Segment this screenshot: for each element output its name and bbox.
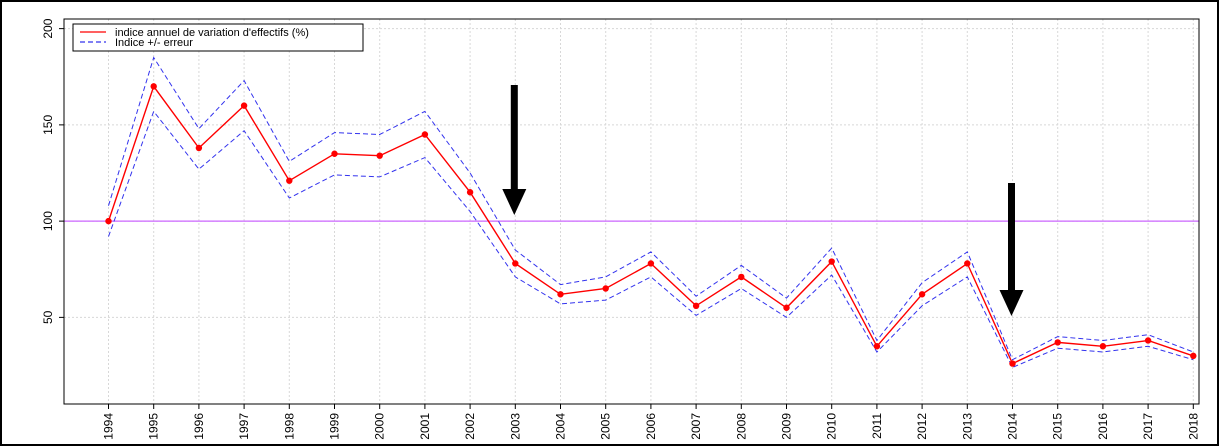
x-tick-label: 2016 bbox=[1096, 413, 1110, 440]
index-point bbox=[1145, 337, 1151, 343]
index-point bbox=[919, 291, 925, 297]
x-tick-label: 1999 bbox=[328, 413, 342, 440]
index-point bbox=[105, 218, 111, 224]
x-tick-label: 2010 bbox=[825, 413, 839, 440]
x-tick-label: 1995 bbox=[147, 413, 161, 440]
index-point bbox=[783, 305, 789, 311]
index-point bbox=[467, 189, 473, 195]
x-tick-label: 1996 bbox=[192, 413, 206, 440]
x-tick-label: 2004 bbox=[554, 413, 568, 440]
arrow-shaft bbox=[1008, 183, 1015, 290]
x-tick-label: 2009 bbox=[780, 413, 794, 440]
x-tick-label: 2000 bbox=[373, 413, 387, 440]
x-tick-label: 2018 bbox=[1186, 413, 1200, 440]
index-point bbox=[286, 178, 292, 184]
x-tick-label: 2005 bbox=[599, 413, 613, 440]
x-tick-label: 2011 bbox=[870, 413, 884, 439]
x-tick-label: 2013 bbox=[960, 413, 974, 440]
index-point bbox=[241, 102, 247, 108]
index-point bbox=[964, 260, 970, 266]
y-tick-label: 200 bbox=[41, 18, 55, 38]
index-point bbox=[331, 151, 337, 157]
grid bbox=[64, 19, 1199, 404]
index-point bbox=[603, 285, 609, 291]
x-tick-label: 2014 bbox=[1006, 413, 1020, 440]
x-tick-label: 1998 bbox=[282, 413, 296, 440]
arrow-head bbox=[502, 189, 526, 215]
index-point bbox=[1100, 343, 1106, 349]
y-tick-label: 50 bbox=[41, 310, 55, 324]
index-point bbox=[377, 152, 383, 158]
index-point bbox=[422, 131, 428, 137]
x-tick-label: 2006 bbox=[644, 413, 658, 440]
x-tick-label: 2012 bbox=[915, 413, 929, 440]
x-tick-label: 2008 bbox=[734, 413, 748, 440]
legend-label: Indice +/- erreur bbox=[115, 37, 193, 49]
index-point bbox=[512, 260, 518, 266]
index-point bbox=[829, 258, 835, 264]
x-tick-label: 2002 bbox=[463, 413, 477, 440]
x-tick-label: 2017 bbox=[1141, 413, 1155, 440]
arrow-down-icon bbox=[1000, 183, 1024, 316]
x-tick-label: 2015 bbox=[1051, 413, 1065, 440]
y-tick-label: 150 bbox=[41, 115, 55, 135]
index-point bbox=[1055, 339, 1061, 345]
x-tick-label: 2001 bbox=[418, 413, 432, 440]
index-point bbox=[1009, 360, 1015, 366]
arrow-head bbox=[1000, 290, 1024, 316]
axes: 1994 1995 1996 1997 1998 1999 2000 2001 2002 2003… bbox=[41, 18, 1200, 439]
x-tick-label: 1994 bbox=[102, 413, 116, 440]
index-point bbox=[196, 145, 202, 151]
index-point bbox=[648, 260, 654, 266]
index-point bbox=[557, 291, 563, 297]
index-point bbox=[693, 303, 699, 309]
x-tick-label: 2007 bbox=[689, 413, 703, 440]
legend: indice annuel de variation d'effectifs (… bbox=[73, 24, 363, 51]
arrow-down-icon bbox=[502, 85, 526, 215]
x-tick-label: 1997 bbox=[237, 413, 251, 440]
plot-frame bbox=[64, 19, 1199, 404]
x-tick-label: 2003 bbox=[508, 413, 522, 440]
index-point bbox=[874, 343, 880, 349]
index-point bbox=[1190, 353, 1196, 359]
index-point bbox=[151, 83, 157, 89]
index-point bbox=[738, 274, 744, 280]
arrow-shaft bbox=[511, 85, 518, 189]
y-tick-label: 100 bbox=[41, 211, 55, 231]
